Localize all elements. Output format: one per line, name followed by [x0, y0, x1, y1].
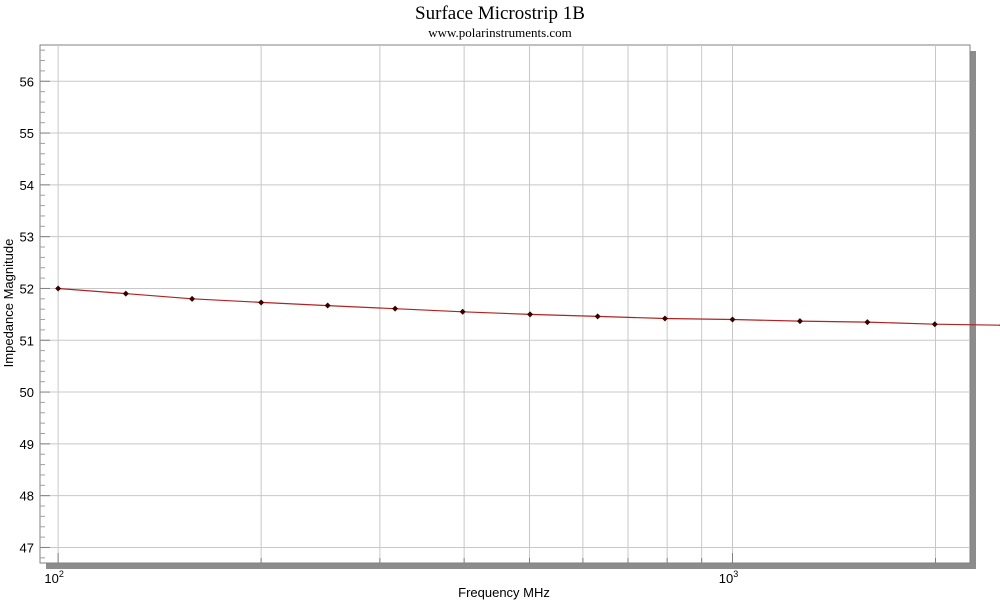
data-point — [527, 311, 534, 318]
y-tick-label: 50 — [20, 385, 34, 400]
y-tick-label: 55 — [20, 126, 34, 141]
data-point — [459, 308, 466, 315]
data-point — [189, 295, 196, 302]
y-tick-label: 49 — [20, 437, 34, 452]
y-tick-label: 48 — [20, 489, 34, 504]
data-point — [796, 318, 803, 325]
plot-area — [39, 44, 971, 564]
data-point — [55, 285, 62, 292]
y-tick-label: 56 — [20, 74, 34, 89]
chart-title: Surface Microstrip 1B — [415, 3, 585, 24]
data-point — [729, 316, 736, 323]
y-axis-label: Impedance Magnitude — [1, 239, 16, 368]
data-point — [324, 302, 331, 309]
x-tick-label: 103 — [719, 569, 738, 586]
y-tick-label: 54 — [20, 178, 34, 193]
data-point — [258, 299, 265, 306]
data-point — [931, 321, 938, 328]
y-axis-ticks: 47 48 49 50 51 52 53 54 55 56 — [20, 49, 50, 559]
chart-subtitle: www.polarinstruments.com — [428, 25, 572, 40]
x-axis-ticks: 102 103 — [44, 553, 937, 586]
x-tick-label: 102 — [44, 569, 63, 586]
y-tick-label: 52 — [20, 281, 34, 296]
data-point — [122, 290, 129, 297]
x-axis-label: Frequency MHz — [458, 585, 550, 600]
y-tick-label: 47 — [20, 540, 34, 555]
series — [55, 285, 1000, 328]
grid — [40, 45, 970, 563]
data-point — [392, 305, 399, 312]
data-point — [864, 319, 871, 326]
data-point — [661, 315, 668, 322]
data-point — [594, 313, 601, 320]
y-tick-label: 53 — [20, 230, 34, 245]
y-tick-label: 51 — [20, 333, 34, 348]
